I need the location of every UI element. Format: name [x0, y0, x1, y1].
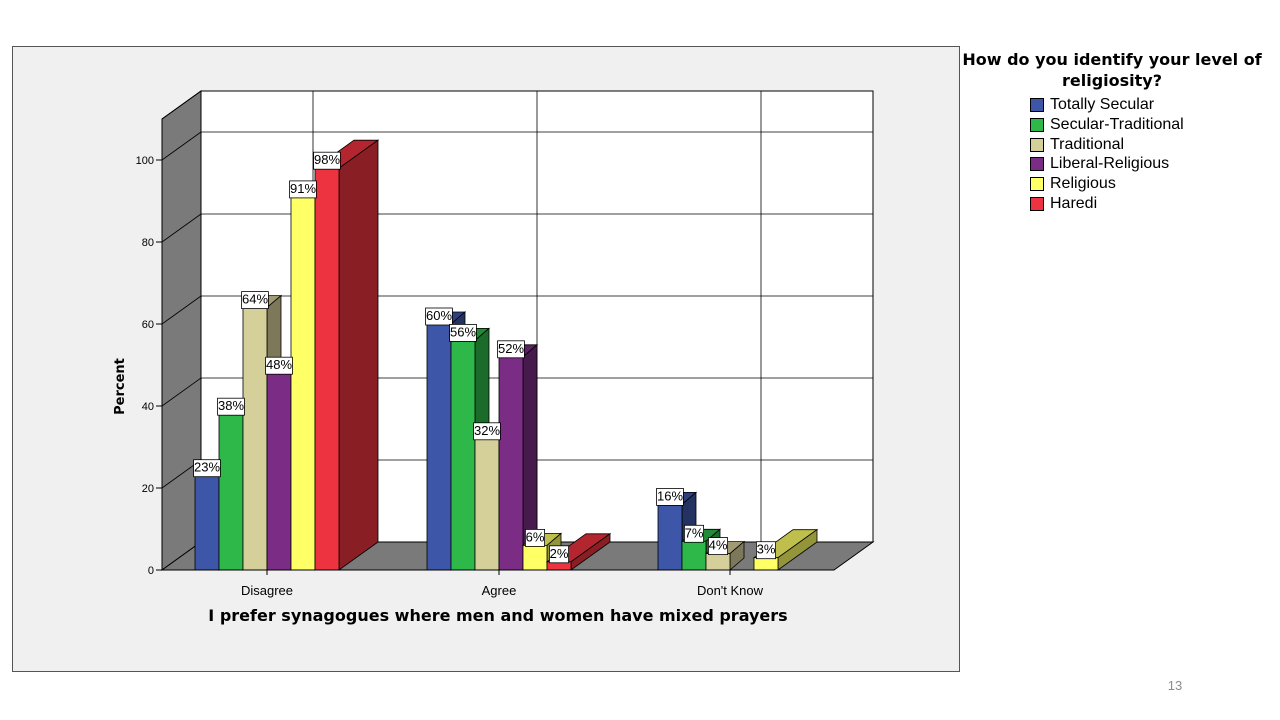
legend-label: Totally Secular	[1050, 96, 1155, 113]
legend-label: Religious	[1050, 175, 1116, 193]
data-label-text: 64%	[242, 292, 268, 307]
gridline-side	[161, 131, 202, 161]
data-label-text: 38%	[218, 398, 244, 413]
data-label-text: 98%	[314, 152, 340, 167]
data-label-box	[425, 307, 453, 326]
data-label: 7%	[684, 524, 705, 543]
y-tick-label: 60	[142, 319, 154, 331]
data-label-text: 4%	[709, 538, 728, 553]
data-label-text: 91%	[290, 181, 316, 196]
data-label-text: 32%	[474, 423, 500, 438]
data-label-box	[473, 422, 501, 441]
data-label: 98%	[313, 151, 341, 170]
bar	[450, 339, 476, 571]
bar	[657, 503, 683, 571]
gridline-side	[161, 213, 202, 243]
legend-title: How do you identify your level of religi…	[962, 50, 1262, 90]
legend-label: Traditional	[1050, 135, 1125, 153]
data-label: 23%	[193, 459, 221, 478]
data-label-text: 48%	[266, 357, 292, 372]
y-tick-label: 20	[142, 483, 154, 495]
gridline-side	[161, 377, 202, 407]
page-number: 13	[1167, 678, 1183, 693]
bar	[426, 323, 452, 571]
data-label-box	[449, 323, 477, 342]
gridline-side	[161, 295, 202, 325]
data-label: 48%	[265, 356, 293, 375]
axes: 0 20 40 60 80 100 Disagree Agree Don't Know Perce…	[113, 119, 834, 625]
bar	[218, 413, 244, 571]
data-label-text: 3%	[757, 542, 776, 557]
data-label-box	[549, 545, 570, 564]
data-label: 52%	[497, 340, 525, 359]
data-label-text: 23%	[194, 460, 220, 475]
legend-swatch	[1030, 157, 1044, 172]
data-label-box	[756, 541, 777, 560]
legend: How do you identify your level of religi…	[962, 49, 1262, 212]
y-tick-label: 40	[142, 401, 154, 413]
legend-label: Secular-Traditional	[1050, 115, 1184, 133]
data-label-box	[525, 529, 546, 547]
legend-swatch	[1030, 98, 1044, 112]
x-tick-label: Don't Know	[697, 583, 764, 598]
data-label-box	[656, 487, 684, 506]
data-label: 2%	[549, 545, 570, 564]
y-tick-label: 0	[148, 565, 154, 577]
bar	[522, 545, 548, 571]
data-label-text: 16%	[657, 488, 683, 503]
data-label: 4%	[708, 537, 729, 555]
data-label-box	[241, 291, 269, 310]
data-label-box	[193, 459, 221, 478]
data-label: 3%	[756, 541, 777, 560]
bar	[753, 557, 779, 571]
y-tick-label: 100	[136, 155, 154, 167]
bar	[266, 372, 292, 571]
data-label: 91%	[289, 180, 317, 199]
data-labels: 23% 38% 64% 48% 91% 98% 60%56% 32% 52% 6% 2% 16% 7% 4…	[193, 151, 777, 564]
bar-side	[338, 139, 379, 571]
data-label-box	[708, 537, 729, 555]
data-label-box	[289, 180, 317, 199]
data-label-text: 2%	[550, 546, 569, 561]
gridline-side	[161, 90, 202, 120]
data-label-box	[265, 356, 293, 375]
legend-swatch	[1030, 117, 1044, 132]
x-tick-label: Agree	[482, 583, 517, 598]
data-label: 38%	[217, 397, 245, 416]
data-label-text: 6%	[526, 529, 545, 544]
bar	[194, 475, 220, 571]
legend-swatch	[1030, 137, 1044, 152]
legend-label: Haredi	[1050, 194, 1098, 212]
data-label-box	[497, 340, 525, 359]
data-label-text: 56%	[450, 324, 476, 339]
legend-swatch	[1030, 177, 1044, 192]
data-label: 56%	[449, 323, 477, 342]
x-axis-title: I prefer synagogues where men and women …	[208, 606, 787, 625]
legend-swatch	[1030, 196, 1044, 211]
data-label-box	[217, 397, 245, 416]
data-label: 6%	[525, 529, 546, 547]
y-tick-label: 80	[142, 237, 154, 249]
legend-label: Liberal-Religious	[1050, 155, 1170, 173]
data-label-text: 60%	[426, 308, 452, 323]
bar	[705, 553, 731, 571]
data-label-box	[313, 151, 341, 170]
data-label-text: 7%	[685, 525, 704, 540]
data-label-box	[684, 524, 705, 543]
data-label: 32%	[473, 422, 501, 441]
y-axis-title: Percent	[113, 358, 128, 415]
data-label: 64%	[241, 291, 269, 310]
x-tick-label: Disagree	[241, 583, 293, 598]
bar	[290, 196, 316, 571]
data-label: 16%	[656, 487, 684, 506]
bar	[474, 438, 500, 571]
data-label: 60%	[425, 307, 453, 326]
data-label-text: 52%	[498, 341, 524, 356]
bar	[242, 307, 268, 571]
bar	[498, 356, 524, 571]
bar	[681, 540, 707, 571]
bars	[193, 139, 819, 571]
bar	[314, 167, 340, 571]
